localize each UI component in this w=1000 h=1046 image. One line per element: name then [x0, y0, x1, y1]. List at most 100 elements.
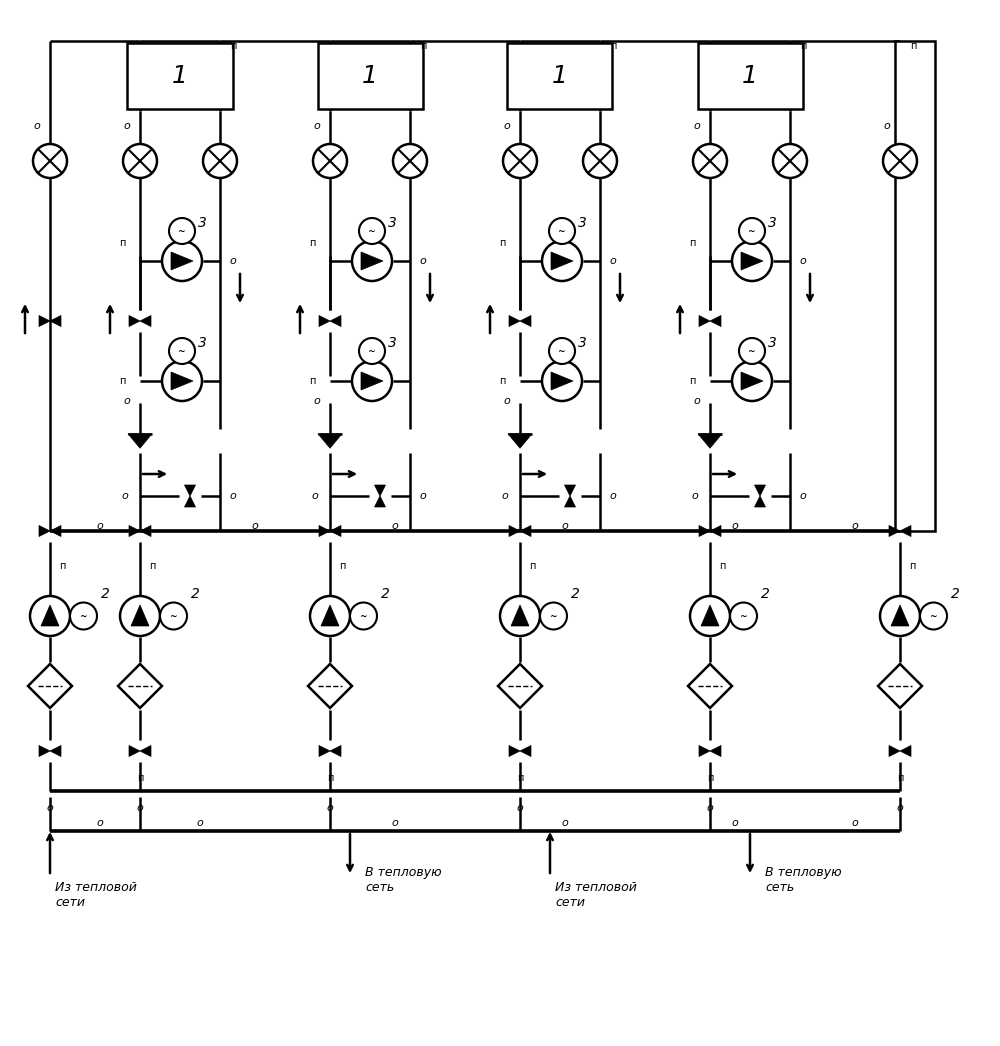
Polygon shape: [741, 252, 763, 270]
Text: ~: ~: [748, 346, 756, 356]
Text: o: o: [230, 256, 236, 266]
Text: п: п: [309, 376, 315, 386]
Polygon shape: [374, 485, 386, 496]
Circle shape: [359, 218, 385, 244]
Polygon shape: [171, 372, 193, 390]
Text: o: o: [694, 396, 700, 406]
Text: ~: ~: [368, 346, 376, 356]
Polygon shape: [129, 525, 140, 537]
Bar: [895, 41, 935, 531]
Circle shape: [350, 602, 377, 630]
Text: o: o: [34, 121, 40, 131]
Polygon shape: [889, 746, 900, 756]
Text: п: п: [327, 773, 333, 783]
Text: o: o: [562, 521, 568, 531]
Polygon shape: [319, 316, 330, 326]
Polygon shape: [39, 316, 50, 326]
Text: o: o: [327, 803, 333, 813]
Text: o: o: [312, 491, 318, 501]
Text: o: o: [420, 256, 426, 266]
Polygon shape: [710, 525, 721, 537]
Text: п: п: [137, 773, 143, 783]
Text: п: п: [499, 238, 505, 248]
Polygon shape: [131, 605, 149, 626]
Bar: [318, 44, 422, 109]
Polygon shape: [39, 746, 50, 756]
Polygon shape: [374, 496, 386, 507]
Text: 3: 3: [198, 217, 206, 230]
Circle shape: [70, 602, 97, 630]
Text: o: o: [694, 121, 700, 131]
Text: ~: ~: [360, 612, 367, 620]
Polygon shape: [710, 746, 721, 756]
Text: o: o: [504, 396, 510, 406]
Circle shape: [880, 596, 920, 636]
Text: п: п: [309, 238, 315, 248]
Text: п: п: [800, 41, 806, 51]
Polygon shape: [129, 316, 140, 326]
Polygon shape: [128, 434, 152, 448]
Polygon shape: [39, 525, 50, 537]
Text: п: п: [339, 561, 345, 571]
Circle shape: [313, 144, 347, 178]
Polygon shape: [140, 525, 151, 537]
Circle shape: [732, 241, 772, 281]
Text: п: п: [719, 561, 725, 571]
Text: п: п: [897, 773, 903, 783]
Text: o: o: [124, 396, 130, 406]
Polygon shape: [361, 252, 383, 270]
Bar: [698, 44, 803, 109]
Text: o: o: [692, 491, 698, 501]
Text: o: o: [122, 491, 128, 501]
Polygon shape: [50, 525, 61, 537]
Text: o: o: [502, 491, 508, 501]
Text: п: п: [517, 773, 523, 783]
Text: o: o: [504, 121, 510, 131]
Circle shape: [359, 338, 385, 364]
Text: o: o: [732, 818, 738, 828]
Polygon shape: [330, 316, 341, 326]
Circle shape: [920, 602, 947, 630]
Text: ~: ~: [740, 612, 747, 620]
Circle shape: [693, 144, 727, 178]
Text: 2: 2: [191, 587, 199, 601]
Text: ~: ~: [178, 227, 186, 235]
Text: o: o: [392, 521, 398, 531]
Polygon shape: [50, 316, 61, 326]
Text: 1: 1: [552, 64, 568, 88]
Polygon shape: [308, 664, 352, 708]
Text: п: п: [499, 376, 505, 386]
Text: 2: 2: [951, 587, 959, 601]
Text: 1: 1: [172, 64, 188, 88]
Text: п: п: [707, 773, 713, 783]
Text: 1: 1: [362, 64, 378, 88]
Text: o: o: [97, 521, 103, 531]
Polygon shape: [741, 372, 763, 390]
Text: o: o: [800, 491, 806, 501]
Text: o: o: [610, 256, 616, 266]
Polygon shape: [551, 252, 573, 270]
Circle shape: [690, 596, 730, 636]
Polygon shape: [498, 664, 542, 708]
Polygon shape: [318, 434, 342, 448]
Text: п: п: [59, 561, 65, 571]
Text: o: o: [314, 121, 320, 131]
Circle shape: [583, 144, 617, 178]
Polygon shape: [878, 664, 922, 708]
Circle shape: [542, 361, 582, 401]
Text: o: o: [852, 521, 858, 531]
Circle shape: [33, 144, 67, 178]
Polygon shape: [509, 746, 520, 756]
Polygon shape: [900, 746, 911, 756]
Text: п: п: [689, 238, 695, 248]
Polygon shape: [171, 252, 193, 270]
Text: 3: 3: [768, 336, 776, 350]
Polygon shape: [688, 664, 732, 708]
Text: o: o: [392, 818, 398, 828]
Circle shape: [739, 218, 765, 244]
Text: o: o: [897, 803, 903, 813]
Text: 3: 3: [198, 336, 206, 350]
Circle shape: [500, 596, 540, 636]
Circle shape: [540, 602, 567, 630]
Circle shape: [739, 338, 765, 364]
